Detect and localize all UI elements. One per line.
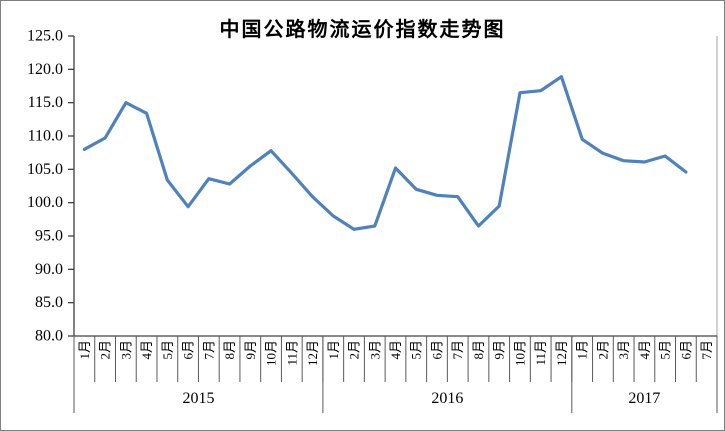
x-month-label: 9月 bbox=[243, 340, 258, 360]
x-month-label: 3月 bbox=[118, 340, 133, 360]
x-month-label: 3月 bbox=[367, 340, 382, 360]
x-month-label: 4月 bbox=[388, 340, 403, 360]
x-month-label: 4月 bbox=[637, 340, 652, 360]
y-tick-label: 105.0 bbox=[27, 161, 63, 178]
year-label: 2016 bbox=[431, 390, 463, 407]
x-month-label: 5月 bbox=[160, 340, 175, 360]
x-month-label: 10月 bbox=[264, 340, 279, 366]
x-month-label: 3月 bbox=[616, 340, 631, 360]
x-month-label: 6月 bbox=[678, 340, 693, 360]
y-tick-label: 85.0 bbox=[35, 294, 63, 311]
x-month-label: 2月 bbox=[98, 340, 113, 360]
x-month-label: 2月 bbox=[595, 340, 610, 360]
y-tick-label: 125.0 bbox=[27, 28, 63, 45]
x-month-label: 6月 bbox=[181, 340, 196, 360]
x-month-label: 6月 bbox=[429, 340, 444, 360]
x-month-label: 1月 bbox=[77, 340, 92, 360]
x-month-label: 12月 bbox=[305, 340, 320, 366]
x-month-label: 5月 bbox=[658, 340, 673, 360]
x-month-label: 7月 bbox=[699, 340, 714, 360]
x-month-label: 4月 bbox=[139, 340, 154, 360]
y-tick-label: 120.0 bbox=[27, 61, 63, 78]
year-label: 2017 bbox=[628, 390, 660, 407]
y-tick-label: 110.0 bbox=[28, 128, 63, 145]
x-month-label: 9月 bbox=[492, 340, 507, 360]
x-month-label: 1月 bbox=[326, 340, 341, 360]
x-month-label: 5月 bbox=[409, 340, 424, 360]
y-tick-label: 80.0 bbox=[35, 328, 63, 345]
x-month-label: 7月 bbox=[201, 340, 216, 360]
chart-title: 中国公路物流运价指数走势图 bbox=[219, 19, 506, 41]
year-label: 2015 bbox=[182, 390, 214, 407]
y-tick-label: 115.0 bbox=[28, 94, 63, 111]
freight-index-series-line bbox=[82, 75, 688, 231]
y-tick-label: 100.0 bbox=[27, 194, 63, 211]
x-month-label: 11月 bbox=[533, 340, 548, 366]
x-month-label: 7月 bbox=[450, 340, 465, 360]
x-month-label: 10月 bbox=[512, 340, 527, 366]
x-month-label: 12月 bbox=[554, 340, 569, 366]
x-month-label: 2月 bbox=[347, 340, 362, 360]
x-month-label: 11月 bbox=[284, 340, 299, 366]
y-tick-label: 95.0 bbox=[35, 228, 63, 245]
x-month-label: 8月 bbox=[222, 340, 237, 360]
x-month-label: 8月 bbox=[471, 340, 486, 360]
x-month-label: 1月 bbox=[575, 340, 590, 360]
y-tick-label: 90.0 bbox=[35, 261, 63, 278]
